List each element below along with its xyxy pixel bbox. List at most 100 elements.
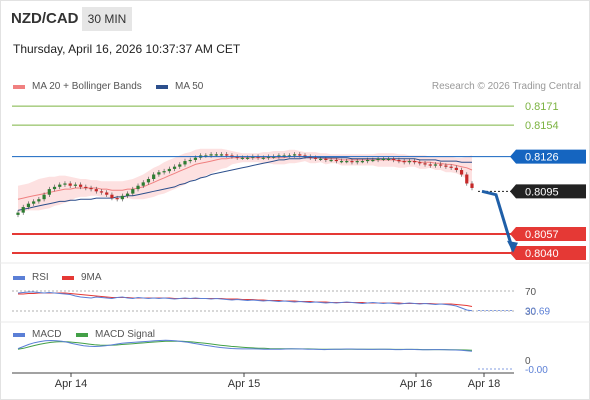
rsi-tick-label: 70 xyxy=(525,287,537,298)
legend-rsi-swatch xyxy=(13,275,25,280)
candle-body xyxy=(329,159,333,162)
legend-rsi: RSI xyxy=(13,272,49,283)
candle-body xyxy=(439,164,443,166)
time-axis-label: Apr 14 xyxy=(55,378,87,390)
candle-body xyxy=(21,207,25,213)
candle-body xyxy=(230,155,234,157)
chart-timestamp: Thursday, April 16, 2026 10:37:37 AM CET xyxy=(13,42,241,56)
candle-body xyxy=(423,163,427,165)
candle-body xyxy=(214,154,218,156)
resistance-level-label: 0.8171 xyxy=(525,101,559,113)
legend-rsi-ma: 9MA xyxy=(62,272,102,283)
candle-body xyxy=(157,172,161,175)
research-credit: Research © 2026 Trading Central xyxy=(431,81,581,92)
candle-body xyxy=(261,157,265,159)
candle-body xyxy=(381,158,385,161)
candle-body xyxy=(52,186,57,190)
macd-line xyxy=(17,339,473,352)
candle-body xyxy=(298,154,302,156)
candle-body xyxy=(58,184,62,187)
candle-body xyxy=(402,161,406,163)
legend-ma20-label: MA 20 + Bollinger Bands xyxy=(32,81,142,92)
rsi-line xyxy=(17,291,473,312)
candle-body xyxy=(386,158,391,161)
candle-body xyxy=(99,191,104,193)
legend-ma20-swatch xyxy=(13,84,25,89)
candle-body xyxy=(79,184,83,187)
candle-body xyxy=(89,187,93,190)
candle-body xyxy=(303,155,307,157)
candle-body xyxy=(459,170,464,175)
candle-body xyxy=(366,159,370,162)
candle-body xyxy=(162,171,166,173)
macd-tick-label: 0 xyxy=(525,356,531,367)
pivot-level-badge xyxy=(510,149,586,164)
support-level-badge xyxy=(510,246,586,261)
candle-body xyxy=(68,183,72,186)
candle-body xyxy=(397,159,401,162)
candle-body xyxy=(26,203,31,208)
legend-macd-signal: MACD Signal xyxy=(76,329,155,340)
candle-body xyxy=(454,167,458,171)
candle-body xyxy=(125,193,130,196)
candle-body xyxy=(183,161,187,165)
rsi-last-value-label: 30.69 xyxy=(525,307,550,318)
legend-macd: MACD xyxy=(13,329,61,340)
candle-body xyxy=(350,161,354,163)
candle-body xyxy=(94,189,98,192)
legend-ma50: MA 50 xyxy=(156,81,203,92)
candle-body xyxy=(84,186,88,189)
candle-body xyxy=(235,156,239,158)
candle-body xyxy=(105,192,109,195)
legend-macd-signal-label: MACD Signal xyxy=(95,329,156,340)
forecast-arrow-head xyxy=(507,240,518,253)
candle-body xyxy=(433,164,438,166)
rsi-tick-label: 30 xyxy=(525,307,537,318)
candle-body xyxy=(209,154,213,156)
candle-body xyxy=(360,161,365,163)
candle-body xyxy=(355,161,359,163)
candle-body xyxy=(324,158,328,161)
candle-body xyxy=(376,158,380,161)
candle-body xyxy=(444,165,448,167)
candle-body xyxy=(428,164,432,166)
candle-body xyxy=(282,155,286,157)
legend-macd-label: MACD xyxy=(32,329,62,340)
candle-body xyxy=(240,157,244,159)
candle-body xyxy=(47,189,51,195)
candle-body xyxy=(172,166,177,169)
candle-body xyxy=(256,156,260,158)
candle-body xyxy=(110,194,114,199)
candle-body xyxy=(73,184,78,186)
candle-body xyxy=(292,154,297,156)
legend-macd-signal-swatch xyxy=(76,332,88,337)
candle-body xyxy=(392,158,396,161)
candle-body xyxy=(146,179,151,183)
candle-body xyxy=(131,189,135,194)
candle-body xyxy=(319,158,323,161)
legend-ma50-swatch xyxy=(156,84,168,89)
last-price-level-badge xyxy=(510,184,586,199)
candle-body xyxy=(470,183,474,188)
pivot-level-label: 0.8126 xyxy=(525,152,559,164)
candle-body xyxy=(313,157,318,159)
rsi-ma-line xyxy=(18,292,473,307)
candle-body xyxy=(42,194,46,200)
candle-body xyxy=(115,198,119,200)
legend-ma50-label: MA 50 xyxy=(175,81,204,92)
candle-body xyxy=(272,156,276,158)
symbol-title: NZD/CAD xyxy=(11,10,79,27)
time-axis-label: Apr 15 xyxy=(228,378,260,390)
legend-rsi-ma-swatch xyxy=(62,275,74,280)
candle-body xyxy=(246,157,250,159)
time-axis-label: Apr 16 xyxy=(400,378,432,390)
candle-body xyxy=(339,161,344,163)
candle-body xyxy=(334,159,338,162)
resistance-level-label: 0.8154 xyxy=(525,120,559,132)
timeframe-badge[interactable]: 30 MIN xyxy=(82,7,132,31)
time-axis-label: Apr 18 xyxy=(468,378,500,390)
candle-body xyxy=(136,185,140,190)
legend-rsi-ma-label: 9MA xyxy=(81,272,102,283)
candle-body xyxy=(371,159,375,162)
candle-body xyxy=(37,199,41,202)
